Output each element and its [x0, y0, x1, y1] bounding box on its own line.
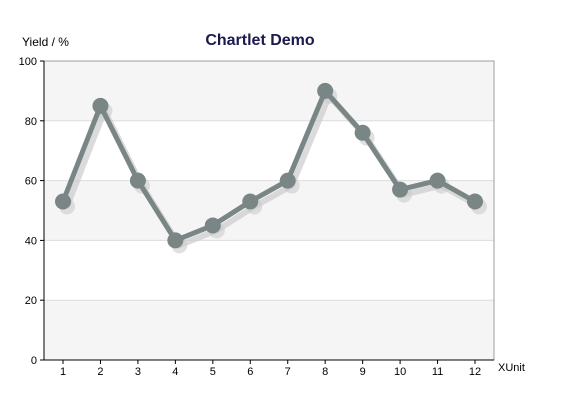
y-tick-label: 40: [25, 235, 37, 247]
data-point: [92, 97, 109, 114]
data-point: [242, 193, 259, 210]
data-point: [55, 193, 71, 210]
y-tick-label: 80: [25, 116, 37, 128]
data-point: [204, 217, 221, 234]
data-point: [279, 172, 296, 189]
tick-marks: [40, 60, 476, 364]
x-tick-label: 10: [394, 366, 406, 378]
y-axis-label: Yield / %: [22, 35, 69, 49]
x-tick-label: 2: [97, 366, 103, 378]
x-axis-label: XUnit: [498, 362, 525, 374]
data-point: [392, 181, 409, 198]
data-point: [317, 82, 334, 99]
chart-title: Chartlet Demo: [205, 32, 315, 49]
y-tick-label: 60: [25, 176, 37, 188]
x-tick-label: 5: [210, 366, 216, 378]
gridlines: [44, 120, 494, 301]
background-bands: [44, 61, 494, 360]
y-tick-label: 100: [19, 56, 37, 68]
x-tick-label: 12: [469, 366, 481, 378]
background-band: [44, 61, 494, 121]
data-point: [429, 172, 446, 189]
x-tick-label: 7: [285, 366, 291, 378]
x-tick-labels: 1 2 3 4 5 6 7 8 9 10 11 12: [60, 366, 481, 378]
data-point: [167, 232, 184, 249]
x-tick-label: 11: [432, 366, 443, 378]
x-tick-label: 4: [172, 366, 178, 378]
background-band: [44, 300, 494, 360]
data-point: [129, 172, 146, 189]
axes: [43, 61, 494, 361]
data-point: [354, 124, 371, 141]
data-point: [467, 193, 483, 210]
x-tick-label: 9: [360, 366, 366, 378]
x-tick-label: 1: [60, 366, 66, 378]
y-tick-labels: 0 20 40 60 80 100: [19, 56, 37, 367]
series: [55, 82, 483, 249]
y-tick-label: 20: [25, 295, 37, 307]
x-tick-label: 8: [322, 366, 328, 378]
x-tick-label: 6: [247, 366, 253, 378]
x-tick-label: 3: [135, 366, 141, 378]
y-tick-label: 0: [31, 355, 37, 367]
